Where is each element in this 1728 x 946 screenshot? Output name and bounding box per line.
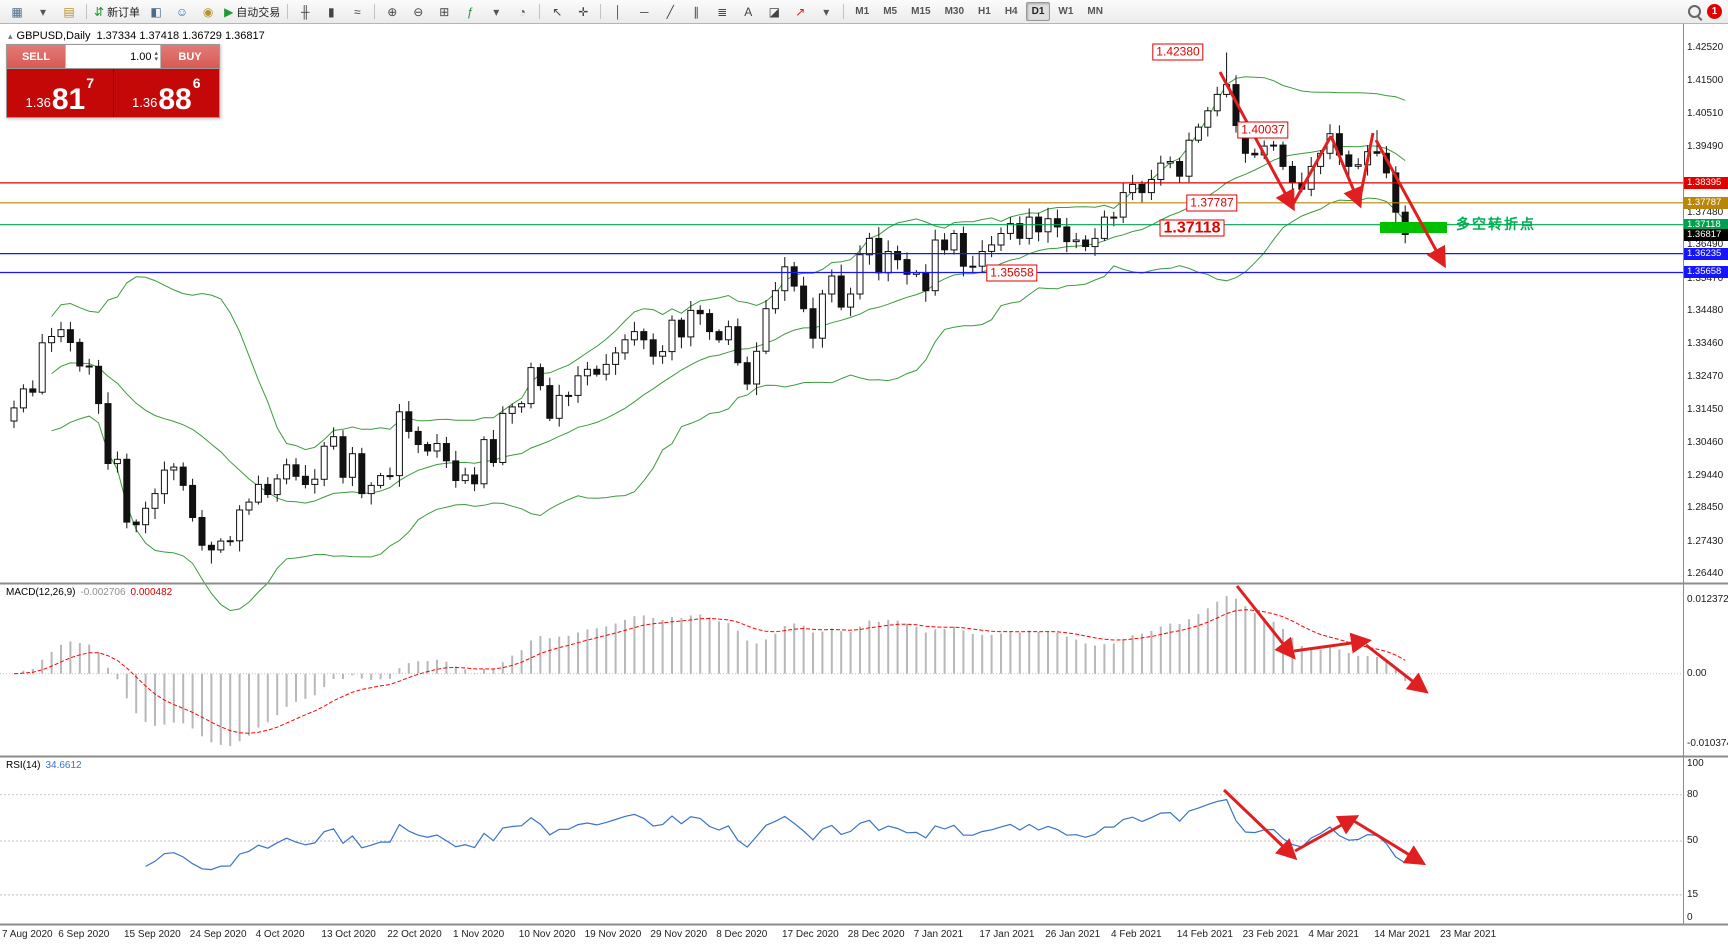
toolbar-separator xyxy=(600,4,602,19)
bar-chart-icon[interactable]: ╫ xyxy=(301,4,310,19)
profiles-icon[interactable]: ▤ xyxy=(63,4,75,19)
timeframe-button-m15[interactable]: M15 xyxy=(911,6,931,17)
timeframe-button-h1[interactable]: H1 xyxy=(978,6,991,17)
toolbar: ▦ ▾ ▤ ⇵ 新订单 ◧ ☺ ◉ ▶ 自动交易 ╫ ▮ ≈ ⊕ ⊖ ⊞ ƒ ▾ ◔ ↖ ✛ │ ─ ╱ ∥ ≣ A ◪ ↗ ▾ M1 M5… xyxy=(0,0,1728,24)
zoom-out-icon[interactable]: ⊖ xyxy=(413,4,424,19)
equidistant-channel-icon[interactable]: ∥ xyxy=(693,4,700,19)
rsi-line xyxy=(145,798,1406,871)
sell-price-main: 81 xyxy=(51,83,86,116)
arrows-tool-icon[interactable]: ↗ xyxy=(795,4,806,19)
sell-button[interactable]: SELL xyxy=(7,45,65,68)
timeframe-button-mn[interactable]: MN xyxy=(1087,6,1103,17)
timeframe-button-m30[interactable]: M30 xyxy=(944,6,965,17)
volume-down-icon[interactable]: ▾ xyxy=(154,55,158,63)
trend-arrow[interactable] xyxy=(1222,788,1298,861)
buy-price-main: 88 xyxy=(158,83,192,116)
notifications-badge[interactable]: 1 xyxy=(1707,4,1722,19)
sell-price-pip: 7 xyxy=(86,75,94,91)
toolbar-separator xyxy=(843,4,845,19)
text-icon[interactable]: A xyxy=(744,4,753,19)
price-label-object[interactable]: 1.40037 xyxy=(1237,121,1289,139)
toolbar-separator xyxy=(374,4,376,19)
timeframe-toolbar: M1 M5 M15 M30 H1 H4 D1 W1 MN xyxy=(848,2,1110,21)
timeframe-button-d1[interactable]: D1 xyxy=(1025,2,1051,21)
trend-arrow[interactable] xyxy=(1329,135,1363,209)
trend-arrow[interactable] xyxy=(1218,71,1295,212)
timeframe-button-m5[interactable]: M5 xyxy=(883,6,898,17)
candlestick-chart-icon[interactable]: ▮ xyxy=(327,4,335,19)
text-label-icon[interactable]: ◪ xyxy=(768,4,780,19)
indicators-dropdown-icon[interactable]: ▾ xyxy=(493,4,500,19)
one-click-prices: 1.36 81 7 1.36 88 6 xyxy=(7,69,219,117)
autotrading-button[interactable]: ▶ 自动交易 xyxy=(224,4,281,19)
volume-up-icon[interactable]: ▴ xyxy=(154,49,158,57)
toolbar-separator xyxy=(287,4,289,19)
buy-button[interactable]: BUY xyxy=(161,45,219,68)
toolbar-separator xyxy=(539,4,541,19)
toolbar-separator xyxy=(86,4,87,19)
toolbar-buttons: ▦ ▾ ▤ ⇵ 新订单 ◧ ☺ ◉ ▶ 自动交易 ╫ ▮ ≈ ⊕ ⊖ ⊞ ƒ ▾ ◔ ↖ ✛ │ ─ ╱ ∥ ≣ A ◪ ↗ ▾ xyxy=(4,1,848,23)
sell-price-prefix: 1.36 xyxy=(25,95,51,110)
one-click-top-row: SELL 1.00 ▴ ▾ BUY xyxy=(7,45,219,69)
indicators-icon[interactable]: ƒ xyxy=(466,4,474,19)
price-label-object[interactable]: 1.42380 xyxy=(1152,43,1204,61)
alerts-icon[interactable]: ◉ xyxy=(202,4,214,19)
shapes-dropdown-icon[interactable]: ▾ xyxy=(823,4,830,19)
line-chart-icon[interactable]: ≈ xyxy=(354,4,361,19)
one-click-trading-panel: SELL 1.00 ▴ ▾ BUY 1.36 81 7 1.36 88 6 xyxy=(6,44,220,118)
horizontal-line-icon[interactable]: ─ xyxy=(640,4,649,19)
macd-histogram xyxy=(22,595,1407,747)
trend-arrow[interactable] xyxy=(1353,819,1427,866)
price-label-object[interactable]: 1.37118 xyxy=(1159,219,1225,237)
fibonacci-icon[interactable]: ≣ xyxy=(717,4,728,19)
chart-dropdown-icon[interactable]: ▾ xyxy=(39,4,47,19)
zoom-in-icon[interactable]: ⊕ xyxy=(387,4,398,19)
timeframe-button-m1[interactable]: M1 xyxy=(855,6,870,17)
volume-input[interactable]: 1.00 ▴ ▾ xyxy=(65,45,161,68)
new-order-button[interactable]: ⇵ 新订单 xyxy=(94,4,141,19)
macd-signal-line xyxy=(13,609,1406,734)
timeframe-button-h4[interactable]: H4 xyxy=(1004,6,1018,17)
trend-arrow[interactable] xyxy=(1374,139,1446,269)
price-label-object[interactable]: 1.37787 xyxy=(1186,194,1238,212)
charts-grid-icon[interactable]: ◧ xyxy=(150,4,162,19)
volume-spinner: ▴ ▾ xyxy=(154,49,158,63)
volume-value[interactable]: 1.00 xyxy=(130,50,152,63)
timeframes-dropdown-icon[interactable]: ◔ xyxy=(518,4,526,19)
turning-point-zone[interactable] xyxy=(1380,222,1447,233)
buy-price-pip: 6 xyxy=(192,75,201,91)
trend-arrow[interactable] xyxy=(1290,135,1333,207)
tile-windows-icon[interactable]: ⊞ xyxy=(439,4,450,19)
trend-arrow[interactable] xyxy=(1365,643,1429,694)
community-icon[interactable]: ☺ xyxy=(175,4,189,19)
search-icon[interactable] xyxy=(1688,5,1701,18)
candlestick-series xyxy=(10,52,1409,564)
trend-arrow[interactable] xyxy=(1357,132,1375,204)
cursor-icon[interactable]: ↖ xyxy=(552,4,563,19)
new-chart-icon[interactable]: ▦ xyxy=(11,4,23,19)
timeframe-button-w1[interactable]: W1 xyxy=(1058,6,1074,17)
price-label-object[interactable]: 1.35658 xyxy=(986,264,1038,282)
trend-arrow[interactable] xyxy=(1293,632,1372,654)
trend-arrow[interactable] xyxy=(1294,815,1360,853)
sell-price-button[interactable]: 1.36 81 7 xyxy=(7,69,114,117)
trend-arrow[interactable] xyxy=(1235,585,1296,660)
vertical-line-icon[interactable]: │ xyxy=(614,4,623,19)
crosshair-icon[interactable]: ✛ xyxy=(578,4,589,19)
buy-price-button[interactable]: 1.36 88 6 xyxy=(113,69,219,117)
trendline-icon[interactable]: ╱ xyxy=(666,4,674,19)
buy-price-prefix: 1.36 xyxy=(132,95,158,110)
toolbar-right: 1 xyxy=(1688,4,1724,19)
